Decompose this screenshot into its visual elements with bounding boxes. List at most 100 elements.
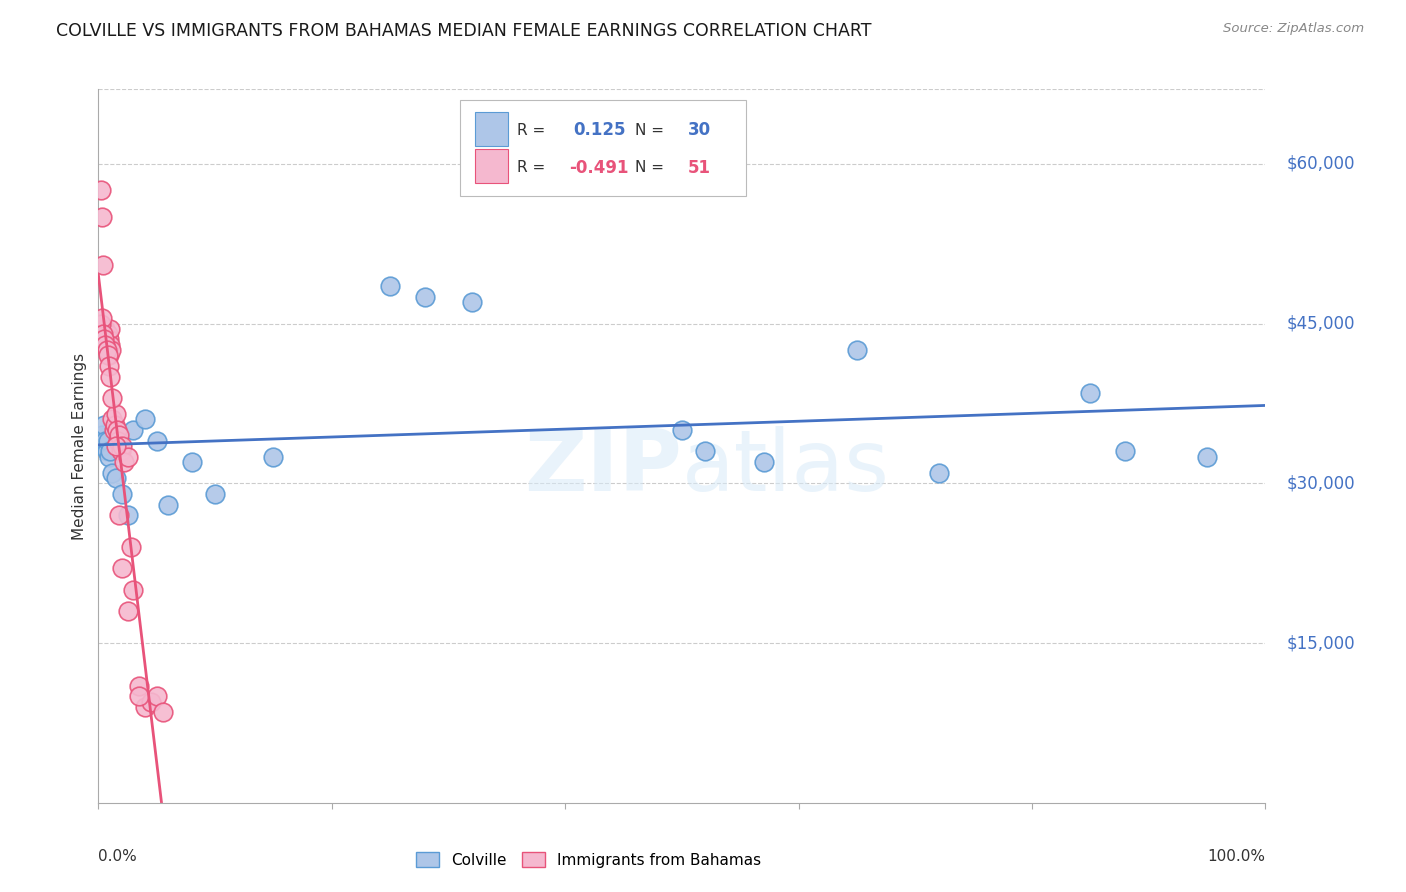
Point bbox=[104, 417, 127, 432]
Point bbox=[122, 582, 145, 597]
Point bbox=[1195, 450, 1218, 464]
Legend: Colville, Immigrants from Bahamas: Colville, Immigrants from Bahamas bbox=[411, 846, 768, 873]
Text: 100.0%: 100.0% bbox=[1208, 849, 1265, 864]
Point bbox=[111, 487, 134, 501]
Point bbox=[93, 327, 115, 342]
Point bbox=[128, 690, 150, 704]
Point bbox=[1080, 385, 1102, 400]
Point bbox=[117, 508, 139, 523]
Point bbox=[90, 210, 112, 224]
Point bbox=[157, 498, 180, 512]
Text: $30,000: $30,000 bbox=[1286, 475, 1355, 492]
FancyBboxPatch shape bbox=[460, 100, 747, 196]
Point bbox=[98, 338, 121, 352]
Point bbox=[94, 338, 117, 352]
Point bbox=[128, 679, 150, 693]
Point bbox=[146, 434, 169, 448]
Point bbox=[378, 279, 402, 293]
Point bbox=[111, 561, 134, 575]
Text: N =: N = bbox=[636, 161, 664, 175]
Text: Source: ZipAtlas.com: Source: ZipAtlas.com bbox=[1223, 22, 1364, 36]
Point bbox=[117, 604, 139, 618]
Point bbox=[98, 444, 121, 458]
Point bbox=[152, 706, 174, 720]
Point bbox=[108, 428, 131, 442]
Text: atlas: atlas bbox=[682, 425, 890, 509]
Point bbox=[111, 439, 134, 453]
Point bbox=[139, 695, 162, 709]
Bar bbox=[475, 112, 508, 146]
Point bbox=[97, 450, 120, 464]
Point bbox=[93, 417, 115, 432]
Point bbox=[107, 434, 129, 448]
Point bbox=[93, 333, 115, 347]
Point bbox=[104, 439, 127, 453]
Point bbox=[90, 428, 112, 442]
Point bbox=[97, 333, 120, 347]
Text: ZIP: ZIP bbox=[524, 425, 682, 509]
Point bbox=[461, 295, 484, 310]
Point bbox=[91, 439, 114, 453]
Point bbox=[97, 338, 120, 352]
Point bbox=[101, 466, 124, 480]
Bar bbox=[475, 149, 508, 184]
Point bbox=[100, 343, 122, 358]
Point bbox=[146, 690, 169, 704]
Point bbox=[671, 423, 693, 437]
Point bbox=[98, 369, 121, 384]
Point bbox=[110, 444, 132, 458]
Point bbox=[98, 322, 121, 336]
Point bbox=[1114, 444, 1136, 458]
Point bbox=[105, 423, 128, 437]
Text: $60,000: $60,000 bbox=[1286, 154, 1355, 173]
Point bbox=[120, 540, 142, 554]
Point bbox=[90, 317, 112, 331]
Point bbox=[97, 327, 120, 342]
Point bbox=[204, 487, 226, 501]
Point bbox=[928, 466, 950, 480]
Text: 30: 30 bbox=[688, 121, 711, 139]
Point bbox=[101, 412, 124, 426]
Point bbox=[108, 508, 131, 523]
Point bbox=[97, 359, 120, 373]
Point bbox=[94, 434, 117, 448]
Point bbox=[695, 444, 717, 458]
Point bbox=[122, 423, 145, 437]
Point bbox=[180, 455, 202, 469]
Point bbox=[94, 322, 117, 336]
Point bbox=[96, 333, 118, 347]
Point bbox=[104, 471, 127, 485]
Point bbox=[101, 391, 124, 405]
Text: R =: R = bbox=[517, 161, 546, 175]
Point bbox=[262, 450, 284, 464]
Point bbox=[752, 455, 775, 469]
Text: 0.125: 0.125 bbox=[574, 121, 626, 139]
Point bbox=[112, 455, 135, 469]
Point bbox=[96, 444, 118, 458]
Text: N =: N = bbox=[636, 123, 664, 137]
Point bbox=[96, 343, 118, 358]
Point bbox=[91, 322, 114, 336]
Point bbox=[117, 450, 139, 464]
Point bbox=[90, 311, 112, 326]
Point bbox=[104, 407, 127, 421]
Point bbox=[134, 412, 156, 426]
Point bbox=[96, 327, 118, 342]
Point bbox=[97, 349, 120, 363]
Text: 51: 51 bbox=[688, 159, 711, 177]
Text: $45,000: $45,000 bbox=[1286, 315, 1355, 333]
Point bbox=[413, 290, 436, 304]
Text: -0.491: -0.491 bbox=[568, 159, 628, 177]
Point bbox=[91, 258, 114, 272]
Point bbox=[90, 327, 112, 342]
Y-axis label: Median Female Earnings: Median Female Earnings bbox=[72, 352, 87, 540]
Point bbox=[845, 343, 868, 358]
Text: R =: R = bbox=[517, 123, 546, 137]
Point bbox=[90, 183, 112, 197]
Point bbox=[94, 338, 117, 352]
Point bbox=[134, 700, 156, 714]
Point bbox=[103, 423, 125, 437]
Text: 0.0%: 0.0% bbox=[98, 849, 138, 864]
Point bbox=[97, 434, 120, 448]
Point bbox=[93, 333, 115, 347]
